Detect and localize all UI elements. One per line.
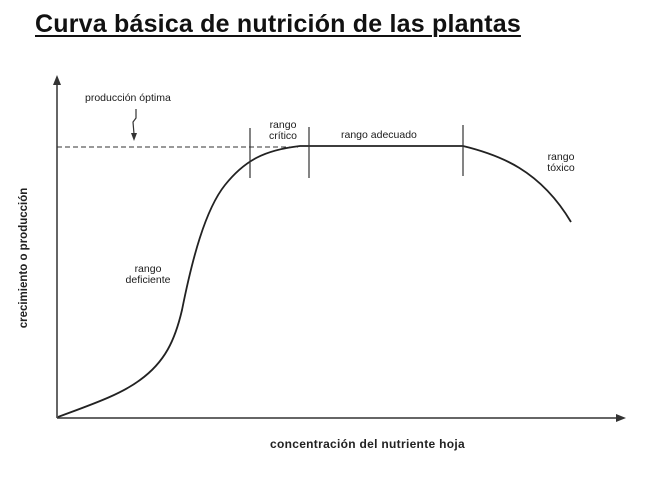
deficient-range-label-line2: deficiente bbox=[125, 274, 171, 286]
deficient-range-label-line1: rango bbox=[134, 263, 162, 275]
toxic-range-label-line2: tóxico bbox=[547, 162, 575, 174]
toxic-range-label-line1: rango bbox=[547, 151, 575, 163]
optimal-production-arrow-icon bbox=[132, 109, 137, 135]
critical-range-label-line1: rango bbox=[269, 119, 297, 131]
optimal-production-label: producción óptima bbox=[85, 92, 171, 104]
critical-range-label-line2: crítico bbox=[268, 130, 297, 142]
y-axis-arrow-icon bbox=[53, 75, 61, 85]
toxic-range-label: rango tóxico bbox=[541, 152, 581, 174]
page-title: Curva básica de nutrición de las plantas bbox=[35, 10, 521, 38]
x-axis-label: concentración del nutriente hoja bbox=[270, 437, 465, 451]
arrowhead-icon bbox=[131, 133, 137, 141]
y-axis-label: crecimiento o producción bbox=[18, 187, 30, 329]
nutrition-curve bbox=[57, 145, 572, 418]
x-axis-arrow-icon bbox=[616, 414, 626, 422]
adequate-range-label: rango adecuado bbox=[341, 129, 417, 141]
critical-range-label: rango crítico bbox=[265, 120, 301, 142]
deficient-range-label: rango deficiente bbox=[118, 264, 178, 286]
